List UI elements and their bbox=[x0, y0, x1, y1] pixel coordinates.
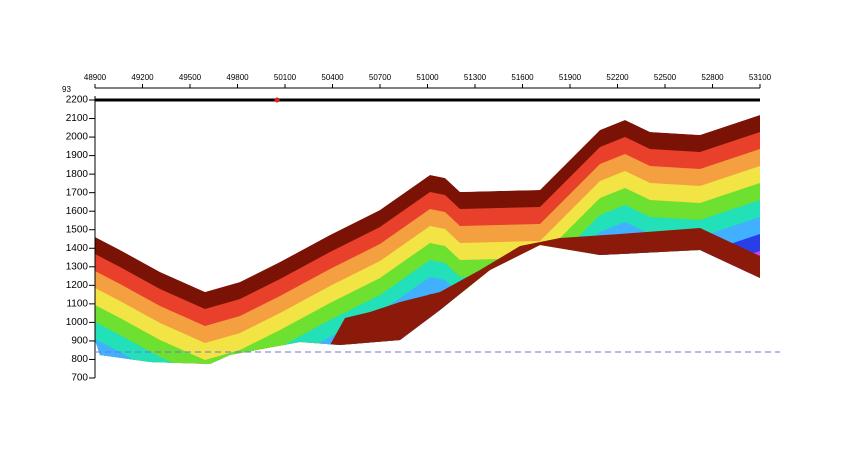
y-tick-label: 1200 bbox=[66, 280, 89, 291]
x-tick-label: 52200 bbox=[606, 73, 629, 82]
x-tick-label: 51600 bbox=[511, 73, 534, 82]
x-tick-label: 51000 bbox=[416, 73, 439, 82]
y-tick-label: 700 bbox=[71, 373, 88, 384]
y-tick-label: 2200 bbox=[66, 95, 89, 106]
x-tick-label: 50400 bbox=[321, 73, 344, 82]
y-tick-label: 1300 bbox=[66, 261, 89, 272]
y-tick-label: 1800 bbox=[66, 169, 89, 180]
velocity-field bbox=[95, 115, 760, 364]
x-tick-label: 52500 bbox=[654, 73, 677, 82]
y-tick-label: 900 bbox=[71, 336, 88, 347]
profile-marker bbox=[274, 97, 280, 103]
x-tick-label: 49800 bbox=[226, 73, 249, 82]
y-tick-label: 1500 bbox=[66, 224, 89, 235]
x-tick-label: 48900 bbox=[84, 73, 107, 82]
y-tick-label: 2000 bbox=[66, 132, 89, 143]
x-tick-label: 50700 bbox=[369, 73, 392, 82]
x-tick-label: 51300 bbox=[464, 73, 487, 82]
x-tick-label: 49200 bbox=[131, 73, 154, 82]
y-tick-label: 1900 bbox=[66, 150, 89, 161]
axes: 48900 49200 49500 49800 50100 50400 50700 51000… bbox=[62, 73, 780, 384]
y-tick-label: 800 bbox=[71, 354, 88, 365]
x-tick-label: 50100 bbox=[274, 73, 297, 82]
y-tick-label: 1400 bbox=[66, 243, 89, 254]
corner-label: 93 bbox=[62, 85, 71, 94]
y-tick-label: 1700 bbox=[66, 187, 89, 198]
x-tick-label: 49500 bbox=[179, 73, 202, 82]
x-tick-label: 51900 bbox=[559, 73, 582, 82]
y-tick-label: 1100 bbox=[66, 299, 88, 310]
y-tick-label: 1600 bbox=[66, 206, 89, 217]
x-tick-label: 53100 bbox=[749, 73, 772, 82]
y-tick-label: 1000 bbox=[66, 317, 89, 328]
y-tick-label: 2100 bbox=[66, 113, 89, 124]
x-tick-label: 52800 bbox=[701, 73, 724, 82]
